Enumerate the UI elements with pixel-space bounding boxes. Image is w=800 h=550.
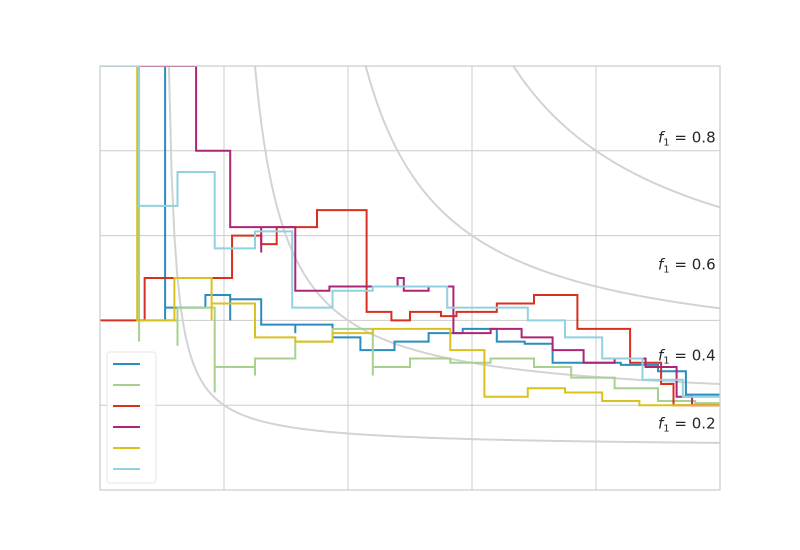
series-line-5 xyxy=(100,66,720,407)
legend-frame xyxy=(106,351,157,484)
series-line-2 xyxy=(100,66,720,405)
iso-f1-curve-1 xyxy=(167,66,720,444)
iso-f1-label-1: f1 = 0.2 xyxy=(658,415,716,435)
plot-frame xyxy=(99,65,721,491)
series-line-3 xyxy=(100,209,720,407)
iso-f1-label-3: f1 = 0.6 xyxy=(658,256,716,276)
iso-f1-curve-3 xyxy=(364,66,720,310)
iso-f1-curve-4 xyxy=(512,66,720,209)
iso-f1-label-4: f1 = 0.8 xyxy=(658,128,716,148)
series-line-1 xyxy=(100,66,720,396)
series-line-6 xyxy=(100,66,720,398)
iso-f1-label-2: f1 = 0.4 xyxy=(658,346,716,366)
series-group xyxy=(100,66,720,407)
legend xyxy=(106,351,157,484)
series-line-4 xyxy=(100,66,720,407)
